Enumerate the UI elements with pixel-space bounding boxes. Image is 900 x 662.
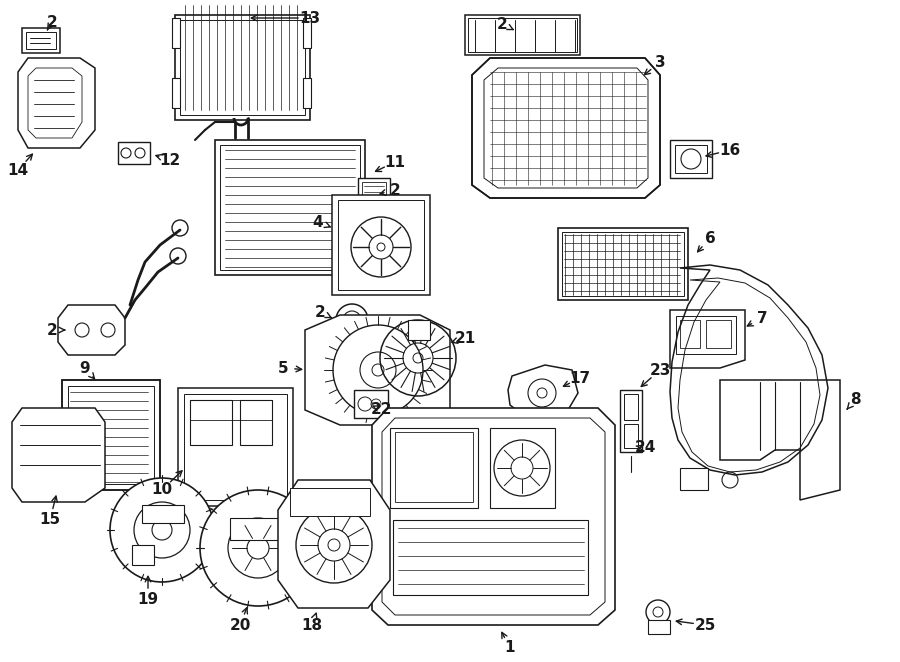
Bar xyxy=(670,140,712,178)
Bar xyxy=(68,386,154,484)
Polygon shape xyxy=(58,305,125,355)
Bar xyxy=(303,18,311,48)
Bar xyxy=(680,468,708,490)
Text: 8: 8 xyxy=(850,393,860,408)
Text: 4: 4 xyxy=(312,214,323,230)
Bar xyxy=(354,390,388,418)
Bar xyxy=(190,400,272,420)
Bar xyxy=(648,620,670,634)
Text: 24: 24 xyxy=(634,440,656,455)
Circle shape xyxy=(646,600,670,624)
Bar xyxy=(706,320,731,348)
Bar xyxy=(132,545,154,565)
Polygon shape xyxy=(18,58,95,148)
Text: 25: 25 xyxy=(694,618,716,632)
Text: 16: 16 xyxy=(719,142,741,158)
Polygon shape xyxy=(278,480,390,608)
Bar xyxy=(290,488,370,516)
Text: 2: 2 xyxy=(47,322,58,338)
Bar xyxy=(142,505,184,523)
Text: 17: 17 xyxy=(570,371,590,385)
Circle shape xyxy=(110,478,214,582)
Bar xyxy=(408,320,430,340)
Text: 5: 5 xyxy=(278,361,288,375)
Polygon shape xyxy=(372,408,615,625)
Text: 3: 3 xyxy=(654,54,665,70)
Text: 9: 9 xyxy=(80,361,90,375)
Text: 14: 14 xyxy=(7,162,29,177)
Text: 2: 2 xyxy=(390,183,400,197)
Polygon shape xyxy=(22,28,60,53)
Bar xyxy=(390,428,478,508)
Bar xyxy=(190,400,232,445)
Polygon shape xyxy=(305,315,450,425)
Bar xyxy=(303,78,311,108)
Bar xyxy=(178,388,293,506)
Bar xyxy=(358,178,390,222)
Bar xyxy=(172,18,180,48)
Bar xyxy=(676,316,736,354)
Polygon shape xyxy=(465,15,580,55)
Text: 15: 15 xyxy=(40,512,60,528)
Bar xyxy=(558,228,688,300)
Bar xyxy=(395,432,473,502)
Text: 6: 6 xyxy=(705,230,716,246)
Bar xyxy=(624,394,638,420)
Bar xyxy=(215,140,365,275)
Text: 22: 22 xyxy=(371,402,392,418)
Text: 2: 2 xyxy=(497,17,508,32)
Text: 19: 19 xyxy=(138,592,158,608)
Polygon shape xyxy=(720,380,840,500)
Text: 21: 21 xyxy=(454,330,475,346)
Bar xyxy=(562,232,684,296)
Bar xyxy=(62,380,160,490)
Text: 2: 2 xyxy=(315,305,326,320)
Bar xyxy=(230,518,286,540)
Bar xyxy=(180,20,305,115)
Bar xyxy=(26,32,56,49)
Text: 11: 11 xyxy=(384,154,406,169)
Text: 7: 7 xyxy=(757,310,768,326)
Text: 10: 10 xyxy=(151,483,173,498)
Bar xyxy=(62,380,160,490)
Polygon shape xyxy=(12,408,105,502)
Bar xyxy=(362,182,386,218)
Bar xyxy=(468,18,577,52)
Text: 1: 1 xyxy=(505,641,515,655)
Bar xyxy=(240,400,272,445)
Bar xyxy=(624,424,638,448)
Text: 12: 12 xyxy=(159,152,181,167)
Circle shape xyxy=(200,490,316,606)
Text: 13: 13 xyxy=(300,11,320,26)
Bar xyxy=(118,142,150,164)
Bar xyxy=(220,145,360,270)
Bar xyxy=(490,428,555,508)
Bar xyxy=(338,200,424,290)
Bar xyxy=(620,390,642,452)
Bar xyxy=(680,320,700,348)
Text: 18: 18 xyxy=(302,618,322,632)
Text: 2: 2 xyxy=(47,15,58,30)
Bar xyxy=(393,520,588,595)
Bar xyxy=(184,394,287,500)
Polygon shape xyxy=(508,365,578,420)
Text: 20: 20 xyxy=(230,618,251,632)
Text: 23: 23 xyxy=(649,363,670,377)
Bar xyxy=(332,195,430,295)
Polygon shape xyxy=(472,58,660,198)
Bar xyxy=(172,78,180,108)
Bar xyxy=(675,145,707,173)
Polygon shape xyxy=(670,310,745,368)
Bar xyxy=(175,15,310,120)
